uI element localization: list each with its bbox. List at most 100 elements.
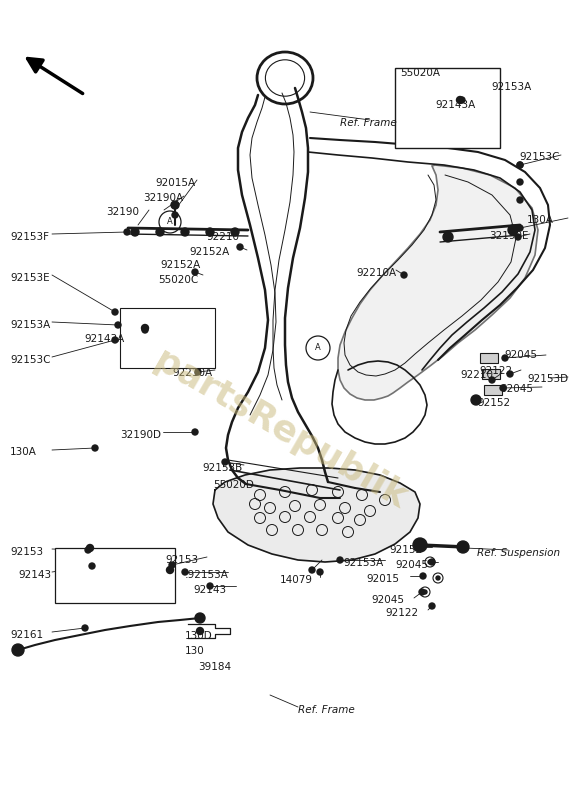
Text: 92143A: 92143A (435, 100, 475, 110)
Text: 92015A: 92015A (155, 178, 195, 188)
Text: 14079: 14079 (280, 575, 313, 585)
Circle shape (85, 547, 91, 553)
Circle shape (517, 197, 523, 203)
Circle shape (141, 325, 148, 331)
Circle shape (337, 557, 343, 563)
Text: 92153: 92153 (165, 555, 198, 565)
Text: 92153A: 92153A (10, 320, 50, 330)
Text: 92152A: 92152A (160, 260, 200, 270)
Text: 92210: 92210 (206, 232, 239, 242)
Text: 92143A: 92143A (84, 334, 124, 344)
Circle shape (517, 179, 523, 185)
Text: 92153D: 92153D (527, 374, 568, 384)
Text: partsRepublik: partsRepublik (148, 344, 412, 516)
Text: 92045: 92045 (395, 560, 428, 570)
Text: 92122: 92122 (479, 366, 512, 376)
Circle shape (231, 228, 239, 236)
Text: 92152A: 92152A (189, 247, 230, 257)
Text: A: A (167, 218, 173, 226)
Circle shape (182, 569, 188, 575)
Text: 92153B: 92153B (202, 463, 242, 473)
Circle shape (112, 309, 118, 315)
Circle shape (401, 272, 407, 278)
Circle shape (195, 613, 205, 623)
Circle shape (195, 369, 201, 375)
Circle shape (82, 625, 88, 631)
Circle shape (172, 212, 178, 218)
Circle shape (222, 459, 228, 465)
Circle shape (500, 385, 506, 391)
Circle shape (489, 377, 495, 383)
Circle shape (12, 644, 24, 656)
Circle shape (206, 228, 214, 236)
Circle shape (171, 201, 179, 209)
Text: Ref. Frame: Ref. Frame (340, 118, 397, 128)
Bar (55, 548, 175, 603)
Circle shape (471, 395, 481, 405)
Circle shape (517, 225, 523, 231)
Text: 55020C: 55020C (158, 275, 198, 285)
Text: 55020D: 55020D (213, 480, 254, 490)
Circle shape (169, 562, 175, 568)
Text: 130A: 130A (10, 447, 37, 457)
Circle shape (420, 573, 426, 579)
Circle shape (89, 563, 95, 569)
Text: 92045: 92045 (504, 350, 537, 360)
Text: 92122: 92122 (385, 608, 418, 618)
Circle shape (196, 627, 203, 634)
Circle shape (457, 97, 464, 103)
Text: 92152: 92152 (389, 545, 422, 555)
Circle shape (192, 269, 198, 275)
Circle shape (419, 589, 425, 595)
Circle shape (156, 228, 164, 236)
Polygon shape (338, 165, 538, 400)
Circle shape (429, 559, 435, 565)
Text: 92210A: 92210A (172, 368, 212, 378)
Circle shape (166, 566, 173, 574)
Circle shape (181, 228, 189, 236)
Text: 92153C: 92153C (10, 355, 50, 365)
Text: 55020A: 55020A (400, 68, 440, 78)
Circle shape (508, 225, 518, 235)
Text: 92153C: 92153C (519, 152, 559, 162)
Circle shape (517, 162, 523, 168)
Text: 92153F: 92153F (10, 232, 49, 242)
Circle shape (413, 538, 427, 552)
Text: 32190D: 32190D (120, 430, 161, 440)
Text: 130A: 130A (527, 215, 554, 225)
Text: 92045: 92045 (500, 384, 533, 394)
Circle shape (502, 355, 508, 361)
Text: :92153A: :92153A (185, 570, 229, 580)
Bar (484, 385, 502, 395)
Circle shape (124, 229, 130, 235)
Polygon shape (62, 554, 162, 582)
Text: 92210: 92210 (460, 370, 493, 380)
Bar (120, 308, 215, 368)
Polygon shape (213, 468, 420, 562)
Circle shape (309, 567, 315, 573)
Circle shape (436, 576, 440, 580)
Text: 92045: 92045 (371, 595, 404, 605)
Circle shape (86, 545, 93, 551)
Text: 130D: 130D (185, 631, 213, 641)
Circle shape (92, 445, 98, 451)
Circle shape (459, 97, 465, 103)
Circle shape (317, 569, 323, 575)
Bar (480, 353, 498, 363)
Text: A: A (315, 343, 321, 353)
Circle shape (515, 234, 521, 240)
Circle shape (207, 583, 213, 589)
Text: Ref. Frame: Ref. Frame (298, 705, 354, 715)
Circle shape (142, 327, 148, 333)
Circle shape (429, 603, 435, 609)
Text: 92153A: 92153A (343, 558, 383, 568)
Text: 92210A: 92210A (356, 268, 396, 278)
Text: 32190E: 32190E (489, 231, 529, 241)
Text: 130: 130 (185, 646, 205, 656)
Circle shape (507, 371, 513, 377)
Circle shape (428, 560, 432, 564)
Circle shape (457, 541, 469, 553)
Circle shape (192, 429, 198, 435)
Circle shape (237, 244, 243, 250)
Bar (395, 68, 500, 148)
